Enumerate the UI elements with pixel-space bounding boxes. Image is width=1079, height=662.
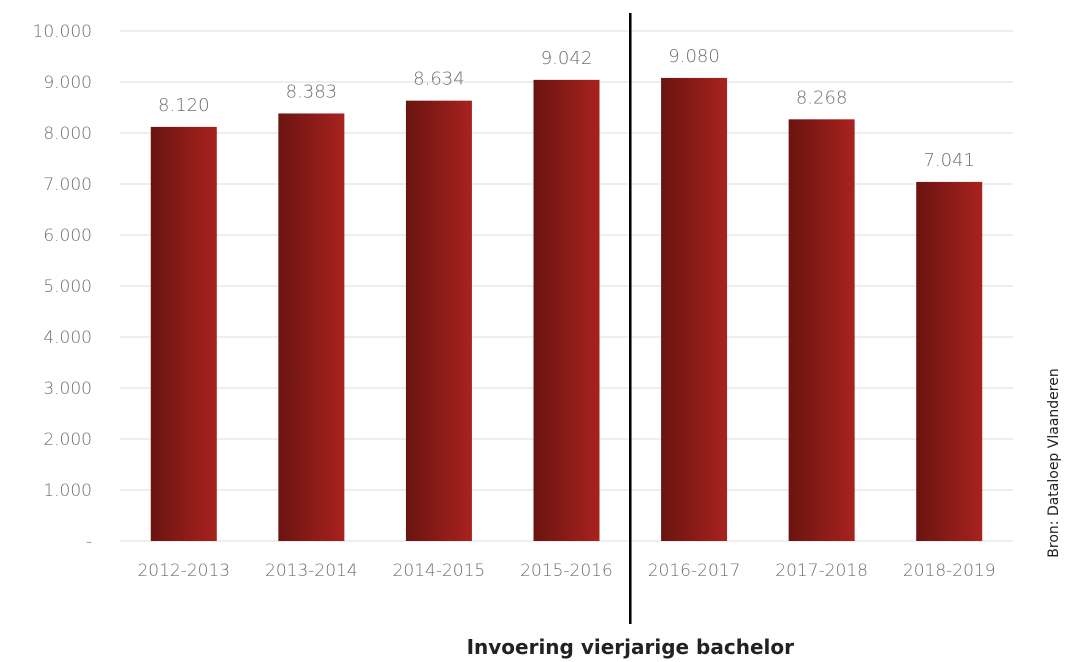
data-label-2016-2017: 9.080 [668,46,720,67]
y-tick-label: 10.000 [33,22,92,42]
y-tick-label: 3.000 [43,379,92,399]
category-label-2015-2016: 2015-2016 [520,561,613,581]
y-tick-label: 8.000 [43,124,92,144]
category-label-2014-2015: 2014-2015 [393,561,486,581]
bar-2017-2018 [788,119,855,541]
bar-2016-2017 [661,77,728,542]
category-label-2016-2017: 2016-2017 [648,561,741,581]
category-label-2012-2013: 2012-2013 [137,561,230,581]
y-tick-label: 6.000 [43,226,92,246]
y-tick-label: 4.000 [43,328,92,348]
x-axis-category-labels: 2012-2013 2013-2014 2014-2015 2015-2016 2016… [137,561,995,581]
y-tick-label: 1.000 [43,481,92,501]
annotation-text: Invoering vierjarige bachelor [467,635,795,659]
category-label-2017-2018: 2017-2018 [775,561,868,581]
category-label-2013-2014: 2013-2014 [265,561,358,581]
y-tick-label: 9.000 [43,73,92,93]
bar-2018-2019 [916,181,983,541]
y-tick-label: 7.000 [43,175,92,195]
bar-2015-2016 [533,79,600,541]
data-label-2014-2015: 8.634 [413,69,465,90]
data-label-2012-2013: 8.120 [158,95,210,116]
y-axis-tick-labels: - 1.000 2.000 3.000 4.000 5.000 6.000 7.000 8.00… [33,22,92,552]
bar-2012-2013 [150,126,217,541]
y-tick-label: 2.000 [43,430,92,450]
y-tick-label: - [86,532,92,552]
data-label-2017-2018: 8.268 [796,87,848,108]
y-tick-label: 5.000 [43,277,92,297]
data-label-2018-2019: 7.041 [923,150,975,171]
data-label-2013-2014: 8.383 [286,81,338,102]
bar-2013-2014 [278,113,345,541]
data-labels: 8.120 8.383 8.634 9.042 9.080 8.268 7.041 [158,46,975,171]
source-text: Bron: Dataloep Vlaanderen [1046,368,1062,557]
data-label-2015-2016: 9.042 [541,48,593,69]
bar-2014-2015 [405,100,472,541]
bars [150,77,983,542]
category-label-2018-2019: 2018-2019 [903,561,996,581]
